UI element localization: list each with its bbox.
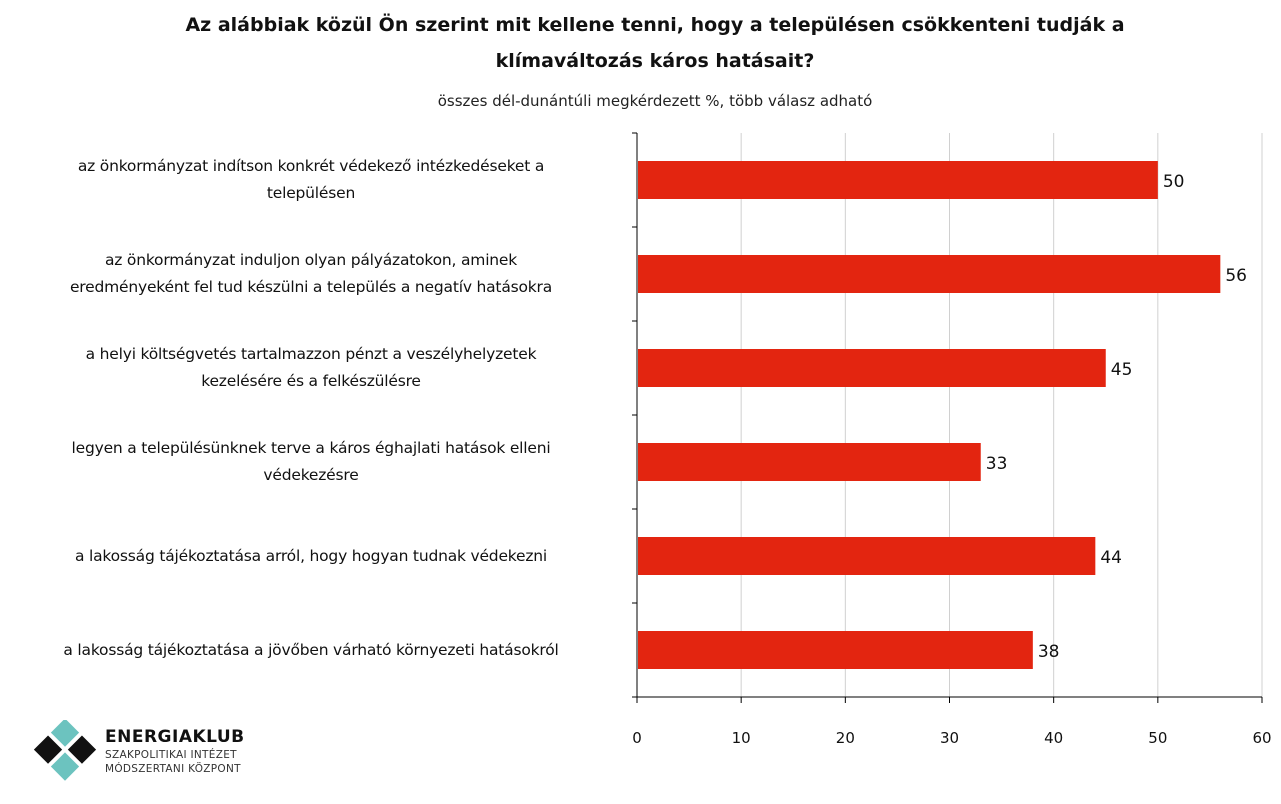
x-tick-label: 10 [732,729,751,747]
chart-subtitle: összes dél-dunántúli megkérdezett %, töb… [437,92,873,110]
x-tick-label: 60 [1252,729,1271,747]
x-tick-label: 50 [1148,729,1167,747]
energiaklub-logo-icon [33,720,97,781]
data-label: 50 [1163,172,1185,192]
category-label: legyen a településünknek terve a káros é… [0,435,622,489]
chart-title-line-1: Az alábbiak közül Ön szerint mit kellene… [185,14,1125,36]
x-tick-label: 0 [632,729,642,747]
category-label-line: településen [266,184,356,202]
category-label-line: kezelésére és a felkészülésre [201,372,421,390]
x-tick-label: 40 [1044,729,1063,747]
bar [638,631,1033,669]
bar [638,537,1096,575]
data-label: 56 [1225,266,1247,286]
category-label-line: eredményeként fel tud készülni a települ… [69,278,553,296]
category-label-line: a helyi költségvetés tartalmazzon pénzt … [85,345,537,363]
category-label-line: a lakosság tájékoztatása arról, hogy hog… [74,546,548,565]
logo-subtitle: SZAKPOLITIKAI INTÉZET MÓDSZERTANI KÖZPON… [105,748,241,776]
category-label-line: az önkormányzat indítson konkrét védekez… [77,157,545,175]
chart-title-line-2: klímaváltozás káros hatásait? [495,50,815,72]
category-label-line: legyen a településünknek terve a káros é… [71,439,551,457]
data-label: 44 [1100,548,1122,568]
logo-line-2: MÓDSZERTANI KÖZPONT [105,763,241,775]
x-tick-label: 30 [940,729,959,747]
category-label: a lakosság tájékoztatása a jövőben várha… [0,637,622,664]
data-label: 38 [1038,642,1060,662]
data-label: 45 [1111,360,1133,380]
logo-line-1: SZAKPOLITIKAI INTÉZET [105,749,237,761]
category-label-line: az önkormányzat induljon olyan pályázato… [104,251,518,269]
category-label: az önkormányzat indítson konkrét védekez… [0,153,622,207]
category-label: az önkormányzat induljon olyan pályázato… [0,247,622,301]
data-label: 33 [986,454,1008,474]
logo-name: ENERGIAKLUB [105,727,245,747]
bar [638,349,1106,387]
category-label-line: a lakosság tájékoztatása a jövőben várha… [63,640,559,659]
bar [638,161,1158,199]
category-label: a helyi költségvetés tartalmazzon pénzt … [0,341,622,395]
bar [638,255,1221,293]
x-tick-label: 20 [836,729,855,747]
category-label-line: védekezésre [263,466,359,484]
bar [638,443,981,481]
category-label: a lakosság tájékoztatása arról, hogy hog… [0,543,622,570]
